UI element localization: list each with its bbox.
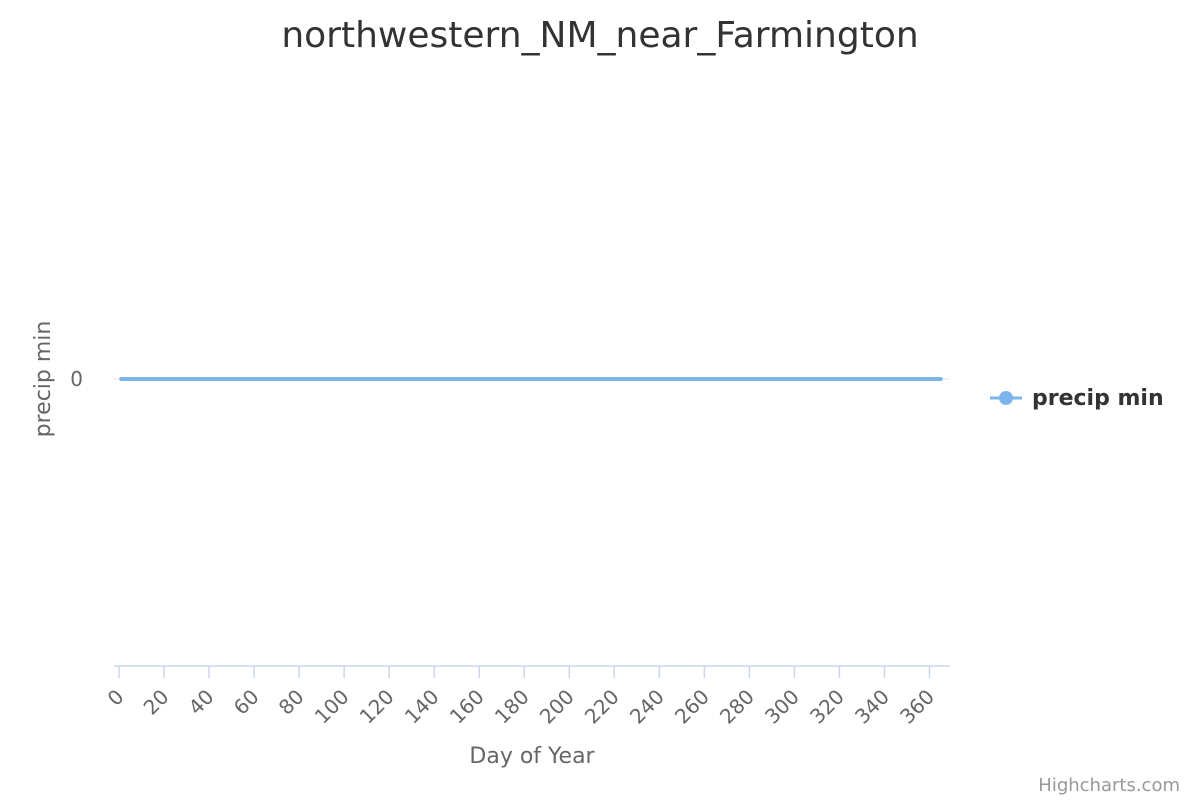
x-tick-label: 60 (229, 685, 264, 720)
x-tick-label: 360 (895, 685, 939, 729)
x-tick-label: 280 (715, 685, 759, 729)
chart-title: northwestern_NM_near_Farmington (281, 15, 918, 56)
x-axis: 0 20 40 60 80 100 120 140 160 180 200 220 240 260 280 3… (103, 665, 950, 729)
x-tick-label: 340 (850, 685, 894, 729)
x-axis-title: Day of Year (469, 744, 595, 769)
x-tick-label: 180 (490, 685, 534, 729)
x-tick-label: 140 (400, 685, 444, 729)
x-tick-label: 300 (760, 685, 804, 729)
x-tick-label: 220 (580, 685, 624, 729)
x-tick-label: 160 (445, 685, 489, 729)
x-tick-label: 320 (805, 685, 849, 729)
x-tick-label: 260 (670, 685, 714, 729)
y-axis-title: precip min (31, 321, 56, 438)
legend-symbol-marker (999, 391, 1013, 405)
x-tick-label: 120 (355, 685, 399, 729)
x-tick-label: 200 (535, 685, 579, 729)
x-tick-label: 40 (184, 685, 219, 720)
x-tick-label: 80 (274, 685, 309, 720)
y-tick-label: 0 (70, 367, 83, 391)
credits-link[interactable]: Highcharts.com (1038, 775, 1180, 796)
legend-label: precip min (1032, 386, 1164, 411)
y-axis-ticks: 0 (70, 367, 83, 391)
legend-item-precip-min[interactable]: precip min (990, 386, 1164, 411)
x-tick-label: 240 (625, 685, 669, 729)
x-tick-label: 20 (139, 685, 174, 720)
x-tick-label: 100 (310, 685, 354, 729)
x-tick-label: 0 (103, 685, 129, 711)
